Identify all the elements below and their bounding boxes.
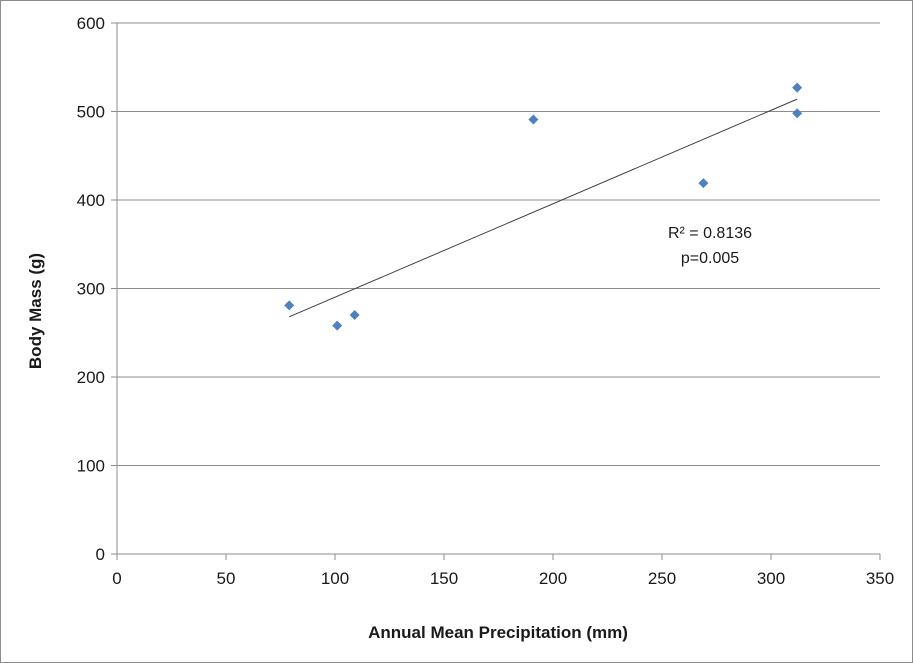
y-tick-label: 500 [77, 103, 105, 122]
y-tick-label: 100 [77, 457, 105, 476]
y-tick-label: 400 [77, 191, 105, 210]
gridlines [117, 22, 880, 466]
x-tick-label: 50 [217, 569, 236, 588]
y-tick-label: 200 [77, 368, 105, 387]
data-point [792, 108, 803, 119]
data-point [792, 82, 803, 93]
tick-labels: 0 100 200 300 400 500 600 0 50 100 150 200 250 300 350 [77, 14, 895, 588]
y-axis-title: Body Mass (g) [26, 253, 45, 369]
x-tick-label: 350 [866, 569, 894, 588]
x-tick-label: 250 [648, 569, 676, 588]
x-tick-label: 150 [430, 569, 458, 588]
data-point [349, 310, 360, 321]
x-axis-title: Annual Mean Precipitation (mm) [368, 623, 628, 642]
trendline [289, 98, 798, 318]
x-tick-label: 300 [757, 569, 785, 588]
y-tick-label: 600 [77, 14, 105, 33]
x-tick-label: 0 [112, 569, 121, 588]
data-point [284, 300, 295, 311]
data-point [528, 114, 539, 125]
data-point [332, 320, 343, 331]
x-tick-label: 100 [321, 569, 349, 588]
p-value-annotation: p=0.005 [681, 250, 739, 267]
trendline-layer [289, 98, 798, 318]
axes [111, 22, 881, 560]
y-tick-label: 0 [96, 545, 105, 564]
x-tick-label: 200 [539, 569, 567, 588]
data-point [698, 178, 709, 189]
r-squared-annotation: R² = 0.8136 [668, 225, 752, 242]
data-points [284, 82, 803, 331]
y-tick-label: 300 [77, 280, 105, 299]
